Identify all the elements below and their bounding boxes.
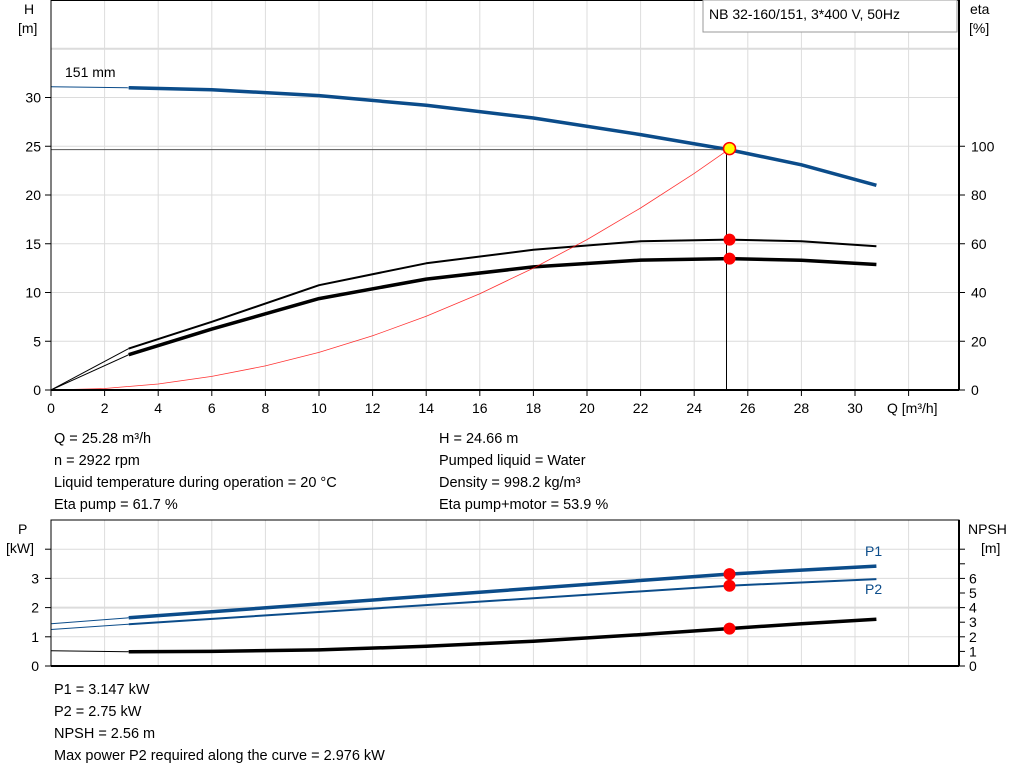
npsh-tick-label: 4 [969, 600, 977, 616]
npsh-tick-label: 2 [969, 629, 977, 645]
eta-tick-label: 0 [971, 382, 979, 398]
info-max-p2: Max power P2 required along the curve = … [54, 748, 385, 764]
p1-curve-extension [50, 617, 129, 625]
operating-points [722, 141, 737, 635]
p-tick-label: 3 [31, 570, 39, 586]
info-top-left: Q = 25.28 m³/h n = 2922 rpm Liquid tempe… [54, 428, 337, 516]
npsh-curve [128, 617, 877, 654]
x-tick-label: 8 [262, 400, 270, 416]
p2-curve [128, 578, 877, 626]
x-tick-label: 6 [208, 400, 216, 416]
grid-top [51, 0, 959, 390]
npsh-tick-label: 3 [969, 614, 977, 630]
x-tick-label: 12 [365, 400, 381, 416]
info-speed: n = 2922 rpm [54, 453, 140, 469]
eta-tick-label: 100 [971, 138, 995, 154]
eta-pump-motor-point [723, 252, 736, 265]
head-curve-extension [50, 86, 129, 89]
eta-pump-curve [128, 238, 877, 350]
axes: 0 2 4 6 8 10 12 14 16 18 20 22 24 26 28 300510152025300… [25, 0, 995, 674]
info-p2: P2 = 2.75 kW [54, 704, 142, 720]
h-tick-label: 0 [33, 382, 41, 398]
legend-box [702, 0, 958, 33]
eta-tick-label: 60 [971, 236, 987, 252]
p1-point [723, 568, 736, 581]
eta-tick-label: 40 [971, 285, 987, 301]
p2-point [723, 579, 736, 592]
npsh-axis-label: NPSH [968, 521, 1007, 537]
eta-tick-label: 80 [971, 187, 987, 203]
eta-tick-label: 20 [971, 333, 987, 349]
x-tick-label: 28 [794, 400, 810, 416]
p-axis-unit: [kW] [6, 540, 34, 556]
p2-curve-extension [50, 623, 129, 630]
p-tick-label: 2 [31, 600, 39, 616]
info-h: H = 24.66 m [439, 431, 519, 447]
x-tick-label: 24 [686, 400, 702, 416]
h-tick-label: 20 [25, 187, 41, 203]
labels: H [m] eta [%] Q [m³/h] 151 mm NB 32-160/… [6, 0, 1007, 597]
h-tick-label: 5 [33, 333, 41, 349]
h-axis-label: H [24, 1, 34, 17]
x-tick-label: 10 [311, 400, 327, 416]
h-tick-label: 15 [25, 236, 41, 252]
eta-axis-unit: [%] [969, 20, 989, 36]
x-tick-label: 4 [154, 400, 162, 416]
x-tick-label: 18 [526, 400, 542, 416]
npsh-tick-label: 5 [969, 585, 977, 601]
info-q: Q = 25.28 m³/h [54, 431, 152, 447]
npsh-curve-extension [50, 650, 129, 653]
x-tick-label: 2 [101, 400, 109, 416]
h-axis-unit: [m] [18, 20, 37, 36]
duty-point [722, 141, 737, 156]
eta-pump-motor-curve-extension [50, 354, 129, 391]
h-tick-label: 25 [25, 138, 41, 154]
system-curve [50, 149, 729, 391]
npsh-point [723, 622, 736, 635]
info-eta-pump-motor: Eta pump+motor = 53.9 % [439, 497, 609, 513]
h-tick-label: 10 [25, 285, 41, 301]
p2-series-label: P2 [865, 581, 882, 597]
info-top-right: H = 24.66 m Pumped liquid = Water Densit… [439, 428, 608, 516]
npsh-tick-label: 1 [969, 643, 977, 659]
info-temperature: Liquid temperature during operation = 20… [54, 475, 337, 491]
head-curve [128, 86, 877, 187]
eta-pump-curve-extension [50, 348, 129, 391]
p-tick-label: 1 [31, 629, 39, 645]
npsh-tick-label: 6 [969, 570, 977, 586]
npsh-axis-unit: [m] [981, 540, 1000, 556]
p-tick-label: 0 [31, 658, 39, 674]
info-bottom: P1 = 3.147 kW P2 = 2.75 kW NPSH = 2.56 m… [54, 679, 385, 767]
pump-title: NB 32-160/151, 3*400 V, 50Hz [709, 6, 900, 22]
eta-pump-motor-curve [128, 256, 877, 357]
info-npsh: NPSH = 2.56 m [54, 726, 156, 742]
x-tick-label: 22 [633, 400, 649, 416]
p1-curve [128, 564, 877, 620]
h-tick-label: 30 [25, 90, 41, 106]
x-tick-label: 20 [579, 400, 595, 416]
info-density: Density = 998.2 kg/m³ [439, 475, 581, 491]
q-axis-label: Q [m³/h] [887, 400, 938, 416]
info-eta-pump: Eta pump = 61.7 % [54, 497, 178, 513]
p1-series-label: P1 [865, 543, 882, 559]
info-liquid: Pumped liquid = Water [439, 453, 586, 469]
p-axis-label: P [18, 521, 27, 537]
curves [50, 86, 877, 654]
x-tick-label: 26 [740, 400, 756, 416]
x-tick-label: 0 [47, 400, 55, 416]
eta-axis-label: eta [970, 1, 990, 17]
x-tick-label: 30 [847, 400, 863, 416]
eta-pump-point [723, 233, 736, 246]
info-p1: P1 = 3.147 kW [54, 682, 150, 698]
x-tick-label: 16 [472, 400, 488, 416]
npsh-tick-label: 0 [969, 658, 977, 674]
impeller-diameter-label: 151 mm [65, 64, 116, 80]
x-tick-label: 14 [418, 400, 434, 416]
